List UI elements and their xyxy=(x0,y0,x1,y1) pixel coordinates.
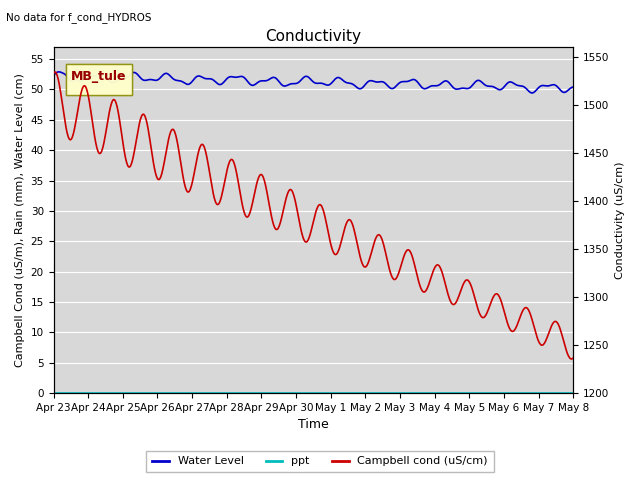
Legend: Water Level, ppt, Campbell cond (uS/cm): Water Level, ppt, Campbell cond (uS/cm) xyxy=(147,451,493,472)
Title: Conductivity: Conductivity xyxy=(266,29,362,44)
Y-axis label: Campbell Cond (uS/m), Rain (mm), Water Level (cm): Campbell Cond (uS/m), Rain (mm), Water L… xyxy=(15,73,25,367)
X-axis label: Time: Time xyxy=(298,419,329,432)
Text: No data for f_cond_HYDROS: No data for f_cond_HYDROS xyxy=(6,12,152,23)
Y-axis label: Conductivity (uS/cm): Conductivity (uS/cm) xyxy=(615,161,625,279)
Legend:  xyxy=(66,64,132,96)
